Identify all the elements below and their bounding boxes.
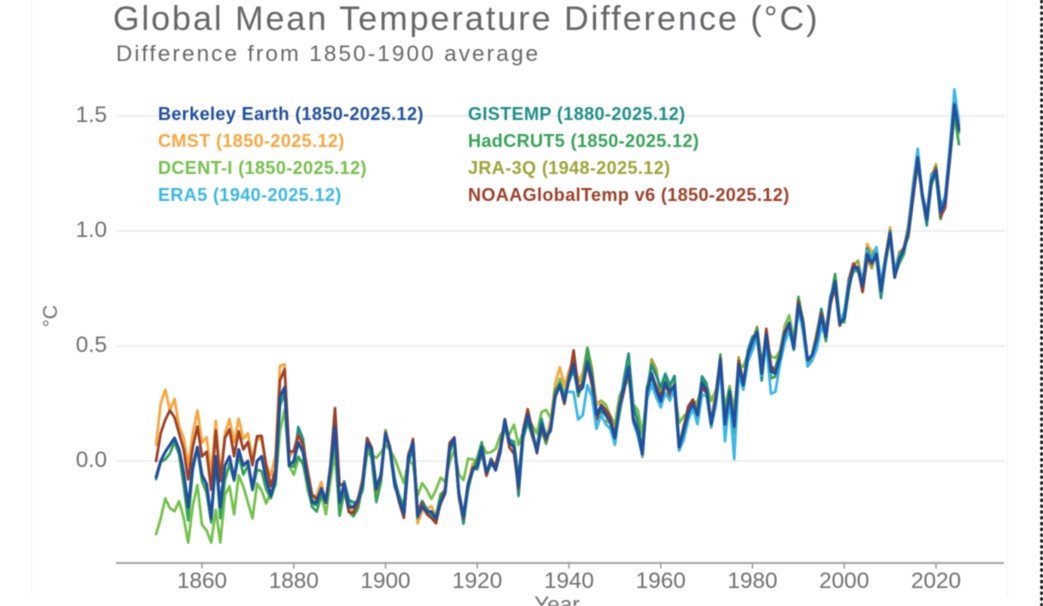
svg-text:1900: 1900: [360, 568, 410, 593]
svg-text:°C: °C: [40, 305, 62, 327]
svg-text:0.0: 0.0: [76, 447, 107, 472]
svg-text:DCENT-I (1850-2025.12): DCENT-I (1850-2025.12): [158, 158, 367, 178]
svg-text:1880: 1880: [269, 568, 319, 593]
svg-text:NOAAGlobalTemp v6 (1850-2025.1: NOAAGlobalTemp v6 (1850-2025.12): [468, 185, 790, 205]
svg-text:Year: Year: [534, 592, 580, 606]
svg-text:Global Mean Temperature Differ: Global Mean Temperature Difference (°C): [113, 0, 819, 38]
svg-text:1.5: 1.5: [76, 102, 107, 127]
svg-text:1860: 1860: [177, 568, 227, 593]
svg-text:2020: 2020: [911, 568, 961, 593]
svg-text:0.5: 0.5: [76, 332, 107, 357]
svg-text:ERA5 (1940-2025.12): ERA5 (1940-2025.12): [158, 185, 342, 205]
svg-text:Difference from 1850-1900 aver: Difference from 1850-1900 average: [116, 41, 540, 66]
svg-text:1960: 1960: [636, 568, 686, 593]
svg-text:CMST (1850-2025.12): CMST (1850-2025.12): [158, 131, 345, 151]
svg-text:1920: 1920: [452, 568, 502, 593]
svg-text:1980: 1980: [727, 568, 777, 593]
svg-text:JRA-3Q (1948-2025.12): JRA-3Q (1948-2025.12): [468, 158, 671, 178]
svg-text:Berkeley Earth (1850-2025.12): Berkeley Earth (1850-2025.12): [158, 104, 424, 124]
svg-text:1.0: 1.0: [76, 217, 107, 242]
svg-text:2000: 2000: [819, 568, 869, 593]
svg-text:HadCRUT5 (1850-2025.12): HadCRUT5 (1850-2025.12): [468, 131, 699, 151]
svg-text:GISTEMP (1880-2025.12): GISTEMP (1880-2025.12): [468, 104, 686, 124]
svg-text:1940: 1940: [544, 568, 594, 593]
